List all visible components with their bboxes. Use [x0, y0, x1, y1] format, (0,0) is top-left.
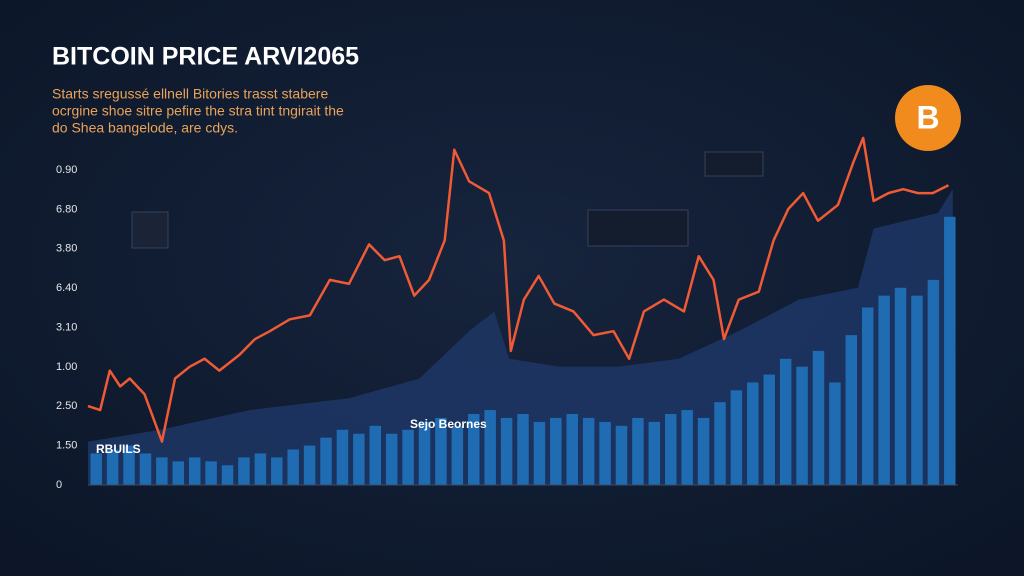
- logo-letter: B: [916, 99, 939, 135]
- bar: [664, 414, 677, 485]
- bar: [845, 335, 858, 485]
- bar: [238, 457, 250, 485]
- info-box: [131, 211, 169, 249]
- bar: [468, 414, 480, 485]
- bitcoin-logo: [895, 85, 961, 151]
- bar: [484, 410, 496, 485]
- bar: [714, 402, 726, 485]
- plot-area: [87, 136, 958, 486]
- bar: [139, 453, 152, 485]
- bar: [763, 374, 775, 485]
- y-axis-label: 6.40: [56, 282, 77, 294]
- bar: [303, 445, 316, 485]
- bar: [829, 382, 841, 485]
- bar: [533, 421, 546, 485]
- annotation: RBUILS: [96, 442, 141, 456]
- subtitle: Starts sregussé ellnell Bitories trasst …: [52, 86, 328, 102]
- subtitle: ocrgine shoe sitre pefire the stra tint …: [52, 103, 344, 119]
- bar: [451, 425, 464, 485]
- bar: [861, 307, 874, 485]
- bar: [435, 417, 447, 485]
- bar: [254, 453, 267, 485]
- bar: [599, 421, 611, 485]
- bar: [582, 417, 595, 485]
- y-axis-label: 1.00: [56, 361, 77, 373]
- bar: [550, 417, 562, 485]
- bar: [927, 279, 940, 485]
- bar: [123, 445, 135, 485]
- bar: [779, 358, 792, 485]
- bar: [156, 457, 168, 485]
- bar: [287, 449, 299, 485]
- price-line: [87, 136, 949, 443]
- bar: [697, 417, 710, 485]
- y-axis-label: 6.80: [56, 203, 77, 215]
- chart-title: BITCOIN PRICE ARVI2065: [52, 43, 359, 71]
- info-box: [704, 151, 764, 177]
- bar: [730, 390, 743, 485]
- bar: [681, 410, 693, 485]
- bar: [402, 429, 414, 485]
- bar: [648, 421, 661, 485]
- bar: [106, 449, 119, 485]
- bar: [566, 414, 578, 485]
- bar: [615, 425, 628, 485]
- bar: [385, 433, 398, 485]
- info-box: [587, 209, 689, 247]
- subtitle: do Shea bangelode, are cdys.: [52, 120, 238, 136]
- bar: [320, 437, 332, 485]
- bar: [271, 457, 283, 485]
- y-axis-label: 0.90: [56, 164, 77, 176]
- bar: [517, 414, 529, 485]
- bar: [336, 429, 349, 485]
- y-axis-label: 2.50: [56, 400, 77, 412]
- bar: [418, 421, 431, 485]
- bar: [205, 461, 217, 485]
- bar: [353, 433, 365, 485]
- bar: [221, 465, 234, 485]
- bar: [796, 366, 808, 485]
- y-axis-label: 3.10: [56, 321, 77, 333]
- bar: [894, 287, 907, 485]
- bar: [632, 417, 644, 485]
- bar: [812, 350, 825, 485]
- y-axis-label: 1.50: [56, 440, 77, 452]
- bar: [944, 216, 956, 485]
- bar: [369, 425, 382, 485]
- bar: [500, 417, 513, 485]
- annotation: Sejo Beornes: [410, 417, 487, 431]
- y-axis-label: 0: [56, 479, 62, 491]
- bar: [878, 295, 890, 485]
- bar: [747, 382, 759, 485]
- bar: [188, 457, 201, 485]
- bar: [911, 295, 923, 485]
- bar: [172, 461, 185, 485]
- bar: [90, 453, 102, 485]
- y-axis-label: 3.80: [56, 243, 77, 255]
